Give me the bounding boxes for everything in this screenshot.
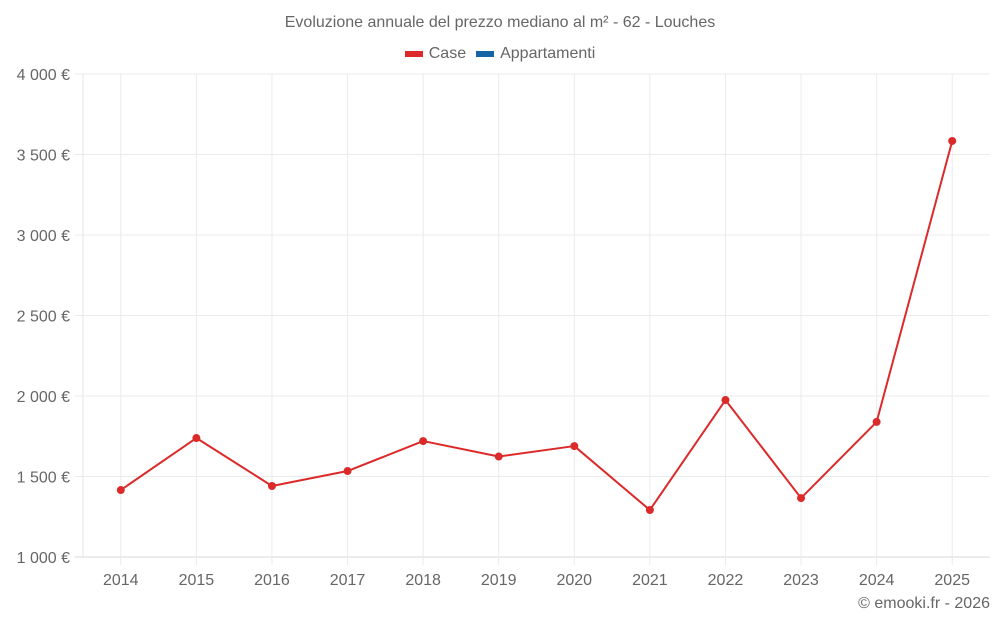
x-tick-label: 2020 [556,572,592,589]
data-point[interactable] [948,136,957,145]
x-tick-label: 2015 [179,572,215,589]
x-tick-label: 2018 [405,572,441,589]
data-point[interactable] [872,417,881,426]
legend-swatch-case [404,51,423,57]
y-tick-label: 3 500 € [17,148,70,165]
y-tick-label: 4 000 € [17,67,70,84]
x-tick-label: 2019 [481,572,517,589]
y-tick-label: 3 000 € [17,228,70,245]
data-point[interactable] [343,467,352,476]
legend-swatch-appartamenti [476,51,495,57]
data-point[interactable] [267,481,276,490]
y-tick-label: 1 000 € [17,550,70,567]
credit-text: © emooki.fr - 2026 [858,595,990,612]
data-point[interactable] [494,452,503,461]
data-point[interactable] [419,437,428,446]
series-line-case [120,140,954,511]
y-tick-label: 1 500 € [17,470,70,487]
data-point[interactable] [797,494,806,503]
x-tick-label: 2014 [103,572,139,589]
legend-label-case: Case [428,45,467,62]
y-tick-label: 2 000 € [17,389,70,406]
x-tick-label: 2024 [859,572,895,589]
data-point[interactable] [192,434,201,443]
x-tick-label: 2025 [934,572,970,589]
data-point[interactable] [721,396,730,405]
x-tick-label: 2021 [632,572,668,589]
chart-title: Evoluzione annuale del prezzo mediano al… [284,14,716,31]
chart-legend: Case Appartamenti [0,45,1000,63]
data-point[interactable] [645,505,654,514]
legend-label-appartamenti: Appartamenti [500,45,596,62]
data-point[interactable] [116,486,125,495]
legend-item-case[interactable]: Case [404,45,467,63]
legend-item-appartamenti[interactable]: Appartamenti [476,45,595,63]
x-tick-label: 2022 [708,572,744,589]
y-tick-label: 2 500 € [17,309,70,326]
x-tick-label: 2017 [330,572,366,589]
x-tick-label: 2023 [783,572,819,589]
x-tick-label: 2016 [254,572,290,589]
data-point[interactable] [570,442,579,451]
